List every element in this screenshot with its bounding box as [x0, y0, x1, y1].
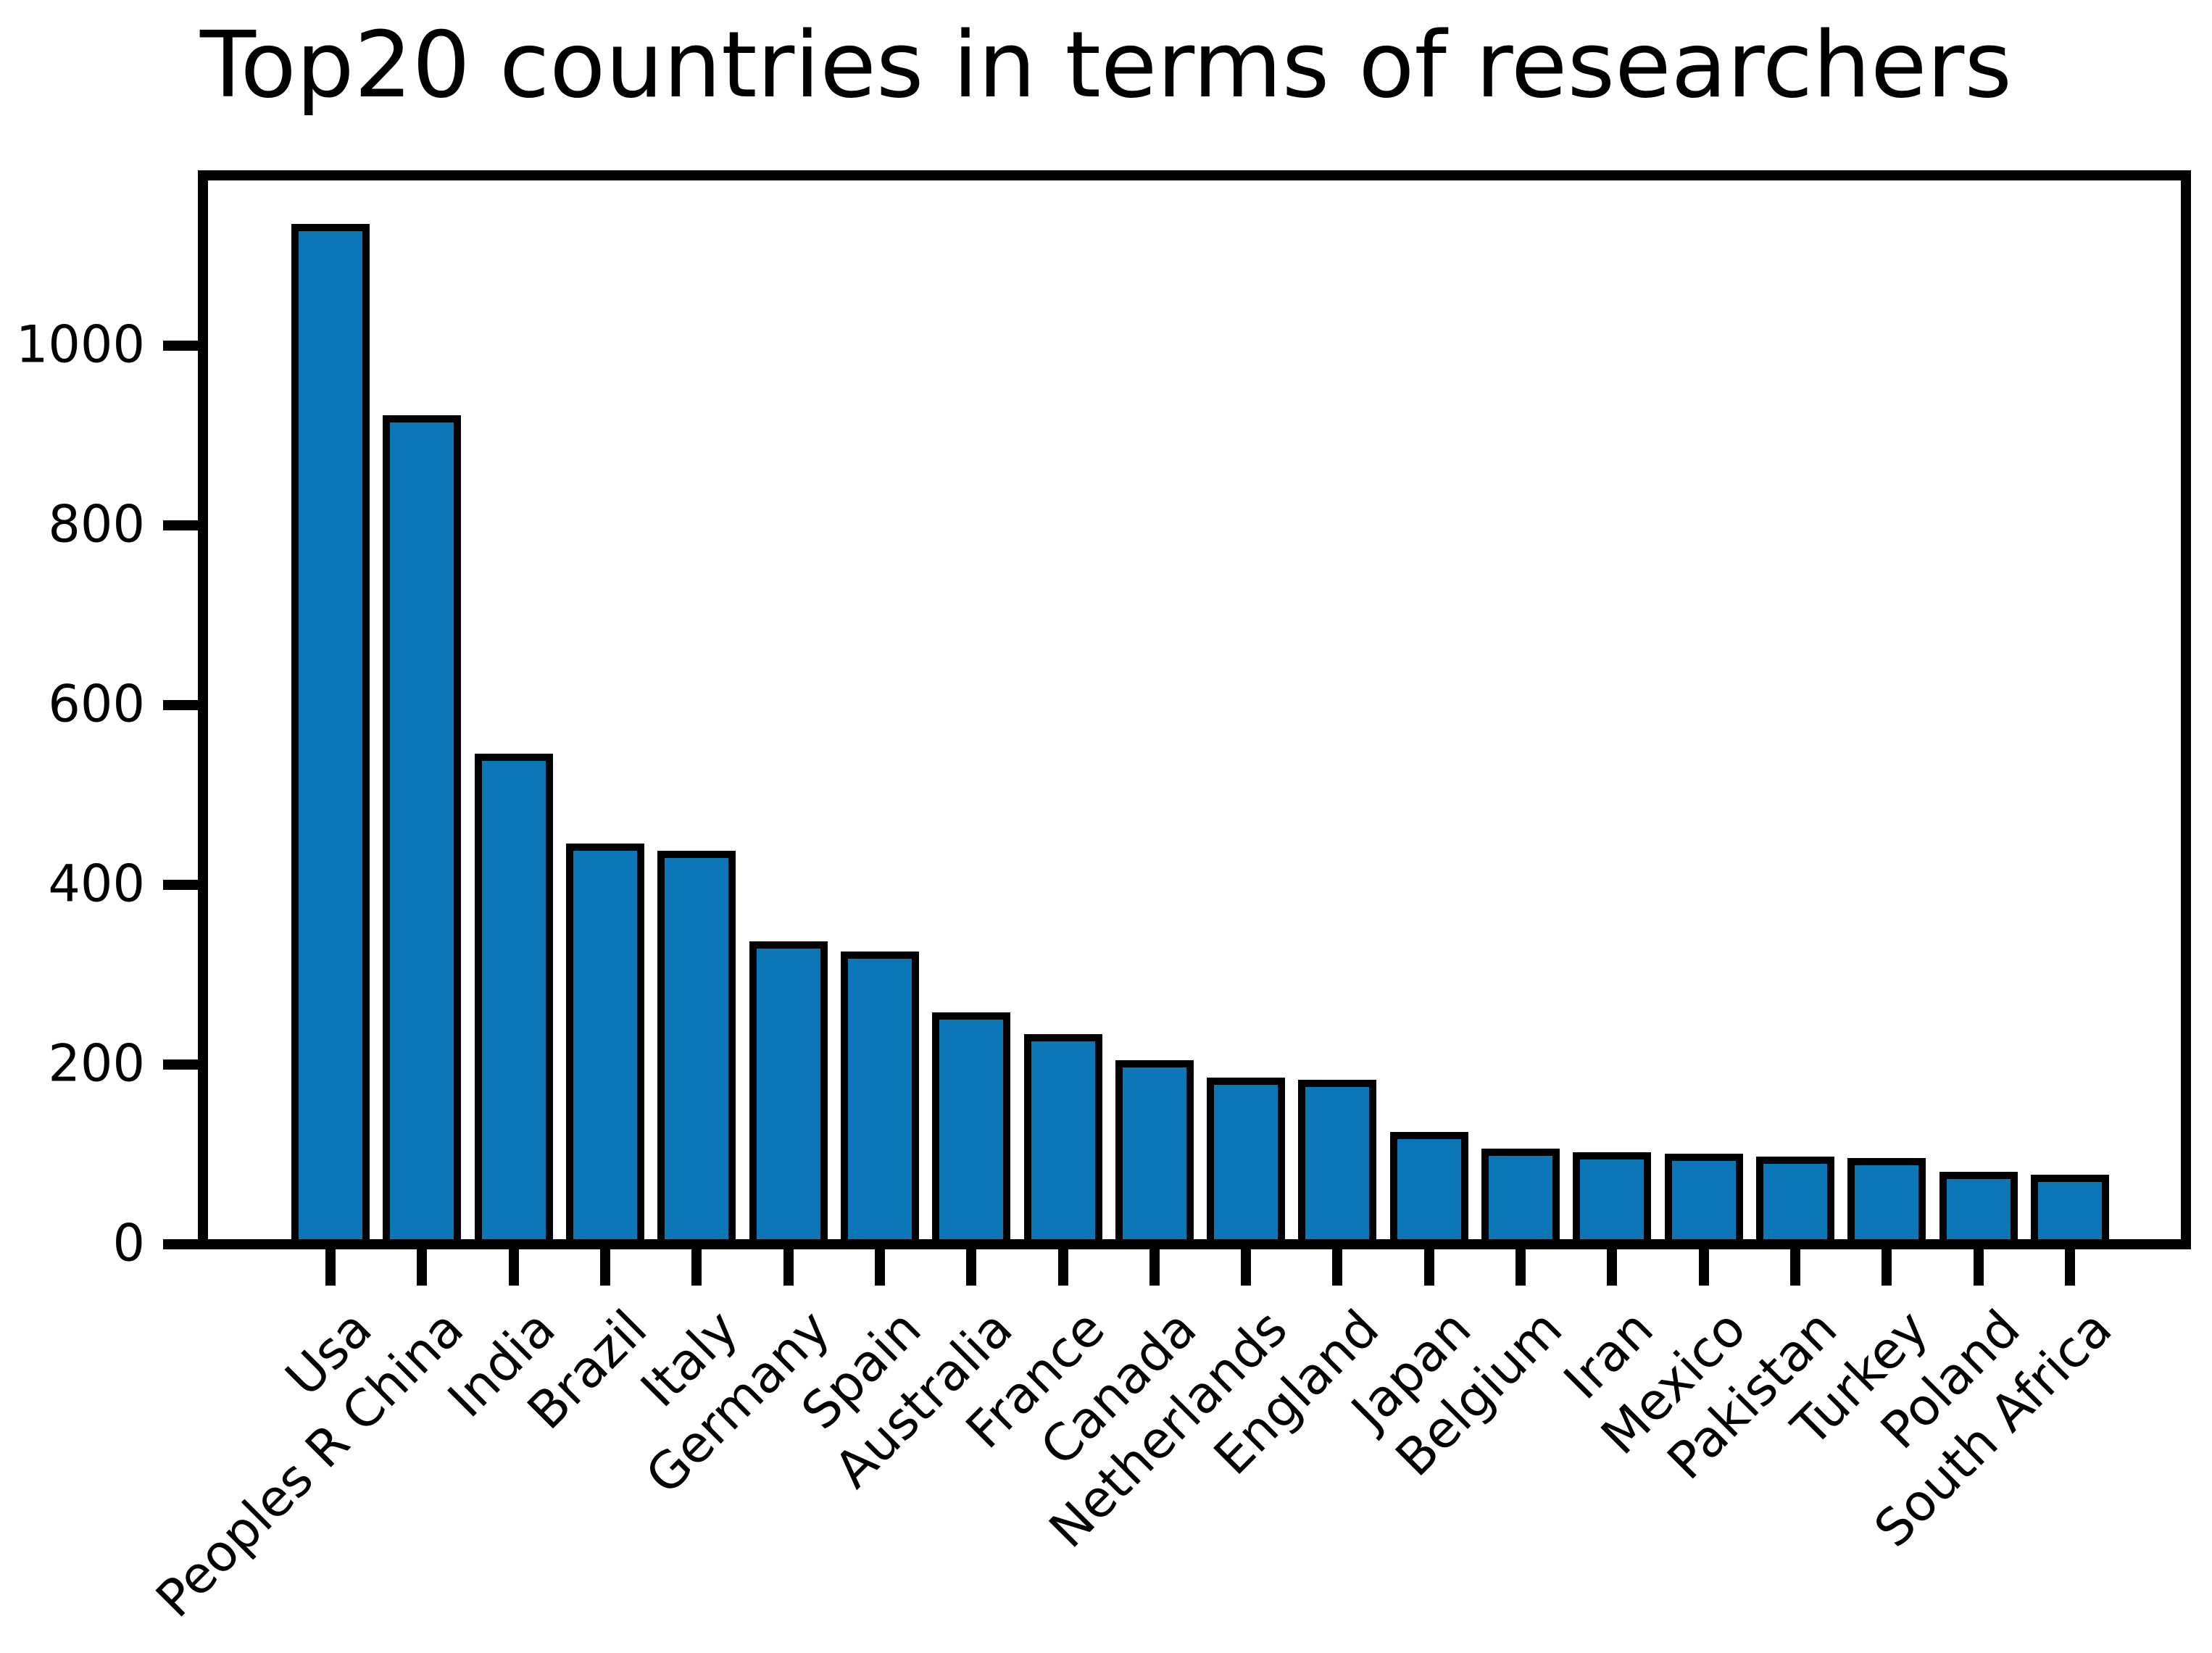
y-tick-600 — [163, 700, 198, 710]
bar-france — [1024, 1034, 1102, 1239]
bar-spain — [841, 952, 919, 1239]
y-tick-label-600: 600 — [48, 674, 145, 734]
bar-usa — [291, 224, 370, 1239]
x-tick-7 — [875, 1249, 885, 1286]
bar-england — [1298, 1080, 1376, 1239]
bar-brazil — [566, 844, 644, 1239]
x-tick-11 — [1241, 1249, 1251, 1286]
bar-australia — [932, 1012, 1010, 1239]
x-tick-4 — [600, 1249, 610, 1286]
x-tick-5 — [691, 1249, 702, 1286]
bar-south-africa — [2031, 1175, 2109, 1239]
bar-turkey — [1847, 1158, 1926, 1239]
x-tick-17 — [1790, 1249, 1800, 1286]
x-tick-8 — [966, 1249, 976, 1286]
bar-india — [475, 754, 553, 1239]
y-tick-800 — [163, 520, 198, 530]
x-tick-10 — [1149, 1249, 1160, 1286]
x-tick-2 — [417, 1249, 427, 1286]
y-tick-label-800: 800 — [48, 494, 145, 554]
x-tick-16 — [1699, 1249, 1709, 1286]
bar-iran — [1573, 1152, 1651, 1239]
y-tick-label-400: 400 — [48, 854, 145, 914]
y-tick-label-200: 200 — [48, 1033, 145, 1094]
y-tick-1000 — [163, 341, 198, 351]
x-tick-9 — [1058, 1249, 1068, 1286]
y-tick-0 — [163, 1239, 198, 1249]
x-tick-18 — [1882, 1249, 1892, 1286]
chart-title: Top20 countries in terms of researchers — [200, 12, 2012, 118]
bars-layer — [208, 180, 2181, 1239]
bar-pakistan — [1756, 1157, 1834, 1239]
y-tick-200 — [163, 1059, 198, 1070]
x-tick-13 — [1424, 1249, 1434, 1286]
bar-italy — [657, 851, 736, 1239]
x-tick-15 — [1607, 1249, 1617, 1286]
x-tick-3 — [509, 1249, 519, 1286]
x-tick-14 — [1515, 1249, 1526, 1286]
y-tick-label-0: 0 — [112, 1213, 145, 1273]
y-tick-400 — [163, 880, 198, 890]
bar-belgium — [1481, 1149, 1560, 1239]
plot-area — [198, 170, 2191, 1249]
bar-netherlands — [1207, 1078, 1285, 1239]
x-tick-1 — [325, 1249, 336, 1286]
x-tick-12 — [1332, 1249, 1342, 1286]
bar-mexico — [1665, 1154, 1743, 1239]
bar-japan — [1390, 1132, 1468, 1239]
bar-canada — [1115, 1060, 1194, 1239]
x-tick-19 — [1974, 1249, 1984, 1286]
bar-poland — [1939, 1172, 2018, 1239]
x-tick-6 — [783, 1249, 794, 1286]
y-tick-label-1000: 1000 — [15, 315, 145, 375]
bar-germany — [749, 941, 828, 1239]
bar-peoples-r-china — [383, 415, 461, 1239]
x-tick-20 — [2065, 1249, 2075, 1286]
